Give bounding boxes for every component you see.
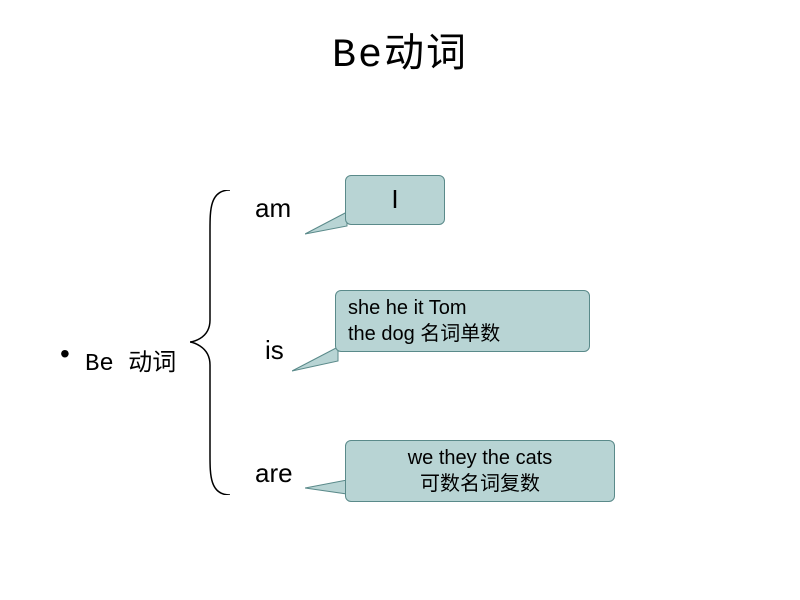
branch-am-label: am [255, 193, 291, 224]
branch-is-label: is [265, 335, 284, 366]
callout-are-tail-icon [305, 480, 350, 505]
callout-am-tail-icon [305, 210, 350, 240]
callout-is: she he it Tom the dog 名词单数 [335, 290, 590, 352]
root-bullet: • [60, 338, 70, 370]
callout-is-text: she he it Tom the dog 名词单数 [348, 295, 500, 347]
callout-is-tail-icon [292, 345, 340, 375]
branch-are-label: are [255, 458, 293, 489]
slide: Be动词 • Be 动词 am I is she he it Tom the d… [0, 0, 800, 600]
callout-are-text: we they the cats 可数名词复数 [408, 445, 553, 497]
callout-am: I [345, 175, 445, 225]
callout-am-text: I [391, 183, 398, 217]
slide-title: Be动词 [0, 20, 800, 79]
callout-are: we they the cats 可数名词复数 [345, 440, 615, 502]
brace-icon [190, 190, 230, 495]
root-label: Be 动词 [85, 342, 176, 378]
